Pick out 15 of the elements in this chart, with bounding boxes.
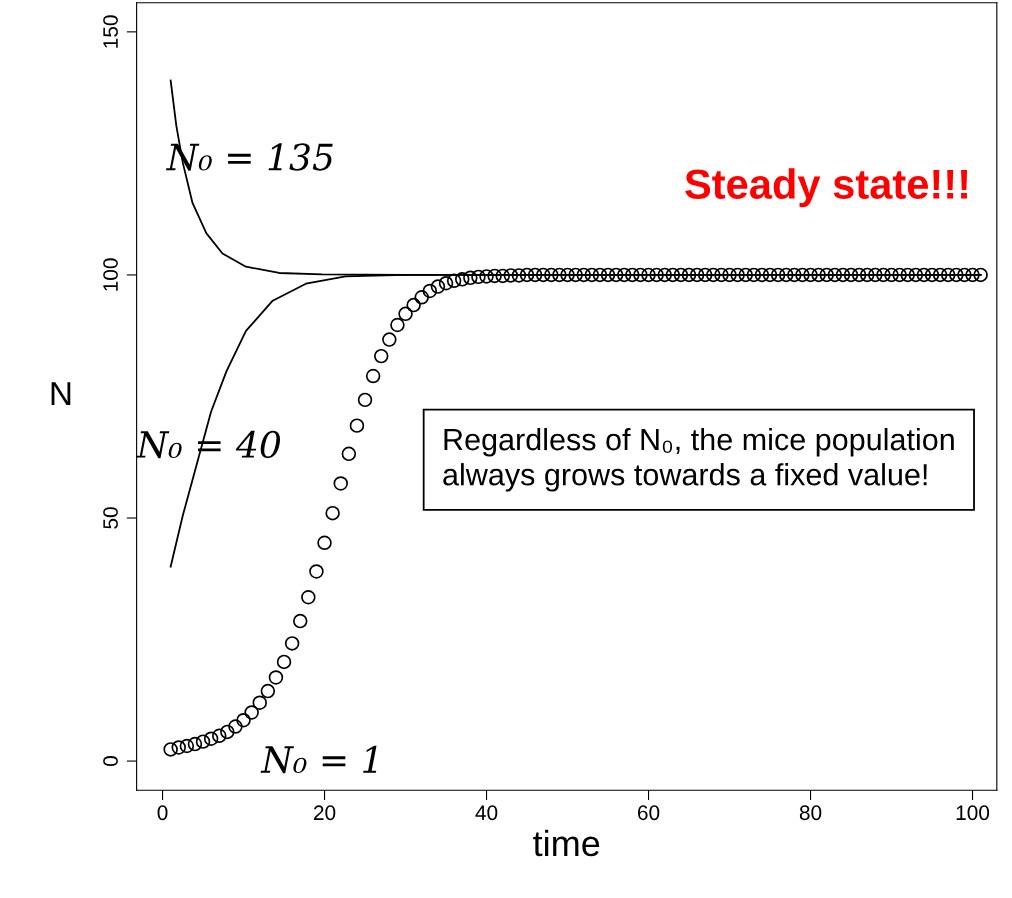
y-tick-label: 150 — [103, 15, 118, 48]
x-tick-label: 100 — [956, 805, 990, 821]
y-tick-label: 100 — [103, 258, 118, 291]
y-tick-label: 0 — [103, 756, 118, 767]
x-tick-label: 40 — [475, 805, 498, 821]
x-tick-label: 80 — [799, 805, 822, 821]
annotation: Steady state!!! — [685, 168, 968, 208]
y-tick-label: 50 — [103, 507, 118, 529]
annotation: N₀ = 1 — [260, 745, 377, 774]
x-tick-label: 0 — [157, 805, 168, 821]
x-tick-label: 20 — [314, 805, 336, 821]
annotation: Regardless of N₀, the mice population always grows towards a fixed value! — [443, 427, 954, 492]
x-axis-title: time — [533, 829, 600, 857]
y-axis-title: N — [51, 382, 71, 406]
x-tick-label: 60 — [638, 805, 660, 821]
